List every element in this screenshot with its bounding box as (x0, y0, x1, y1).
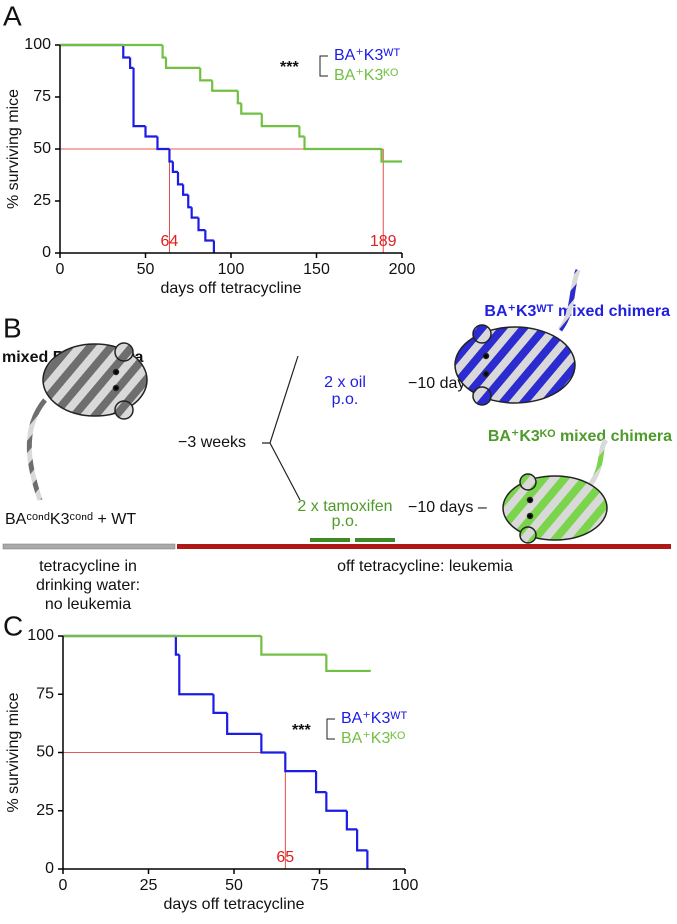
survival-step (164, 57, 201, 69)
x-axis-title: days off tetracycline (160, 280, 301, 297)
survival-step (168, 149, 173, 163)
mouse-icon (26, 342, 148, 501)
y-tick-label: 50 (36, 744, 54, 761)
x-tick-label: 25 (140, 877, 158, 894)
survival-step (284, 752, 317, 773)
significance: *** (280, 59, 299, 76)
survival-step (303, 136, 382, 151)
legend-label: BA⁺K3ᵂᵀ (334, 47, 400, 64)
survival-step (380, 149, 402, 163)
phase-text: no leukemia (45, 596, 131, 613)
dose-bar (355, 538, 395, 542)
survival-step (314, 771, 327, 794)
survival-step (345, 810, 358, 831)
phase-text: drinking water: (36, 577, 140, 594)
ko-chimera: BA⁺K3ᴷᴼ mixed chimera (488, 428, 672, 445)
survival-step (129, 57, 134, 69)
interval: −3 weeks (178, 434, 246, 451)
legend-bracket (326, 718, 335, 740)
phase-text: tetracycline in (39, 558, 137, 575)
mouse-icon (454, 269, 581, 406)
survival-step (226, 712, 262, 735)
y-tick-label: 50 (33, 140, 51, 157)
y-tick-label: 25 (36, 802, 54, 819)
x-tick-label: 50 (225, 877, 243, 894)
x-tick-label: 0 (56, 261, 65, 278)
survival-step (171, 161, 178, 173)
dose-bar (310, 538, 350, 542)
median-label: 189 (370, 233, 397, 250)
oil-route: p.o. (332, 391, 359, 408)
survival-step (212, 694, 228, 714)
legend-label: BA⁺K3ᵂᵀ (341, 710, 407, 727)
y-tick-label: 100 (24, 36, 51, 53)
survival-step (199, 67, 213, 82)
survival-step (187, 194, 192, 209)
x-tick-label: 0 (59, 877, 68, 894)
start-mouse: BAᶜᵒⁿᵈK3ᶜᵒⁿᵈ + WT (5, 511, 136, 528)
survival-step (325, 654, 371, 673)
survival-step (211, 80, 238, 92)
y-tick-label: 25 (33, 192, 51, 209)
survival-step (178, 654, 214, 696)
survival-step (156, 136, 170, 151)
interval: −10 days – (408, 499, 487, 516)
survival-step (260, 113, 300, 128)
median-label: 65 (276, 849, 294, 866)
survival-step (204, 230, 214, 242)
oil-dose: 2 x oil (324, 374, 366, 391)
y-tick-label: 100 (27, 627, 54, 644)
survival-step (356, 829, 368, 852)
survival-step (132, 67, 146, 128)
wt-chimera: BA⁺K3ᵂᵀ mixed chimera (484, 303, 670, 320)
survival-step (236, 90, 242, 105)
survival-step (260, 636, 327, 656)
survival-step (122, 45, 131, 59)
tamoxifen-dose: 2 x tamoxifen (297, 498, 392, 515)
x-tick-label: 100 (392, 877, 419, 894)
survival-step (182, 184, 189, 196)
median-label: 64 (161, 233, 179, 250)
legend-bracket (319, 55, 328, 77)
y-tick-label: 0 (42, 244, 51, 261)
survival-step (240, 103, 262, 115)
significance: *** (292, 722, 311, 739)
legend-label: BA⁺K3ᴷᴼ (341, 730, 405, 747)
survival-step (197, 217, 206, 232)
panel-label: B (3, 312, 22, 343)
survival-step (144, 126, 158, 138)
tamoxifen-route: p.o. (332, 513, 359, 530)
panel-label: C (3, 610, 23, 641)
x-axis-title: days off tetracycline (163, 896, 304, 913)
survival-step (176, 171, 184, 186)
y-tick-label: 0 (45, 860, 54, 877)
x-tick-label: 150 (303, 261, 330, 278)
branch (262, 355, 301, 501)
phase-bar (2, 543, 176, 550)
mouse-icon (502, 438, 609, 544)
survival-step (190, 207, 199, 219)
y-axis-title: % surviving mice (5, 89, 22, 209)
x-tick-label: 100 (218, 261, 245, 278)
y-tick-label: 75 (33, 88, 51, 105)
y-tick-label: 75 (36, 685, 54, 702)
survival-step (325, 792, 347, 812)
x-tick-label: 200 (389, 261, 416, 278)
y-axis-title: % surviving mice (5, 692, 22, 812)
x-tick-label: 50 (137, 261, 155, 278)
x-tick-label: 75 (311, 877, 329, 894)
survival-step (298, 126, 305, 138)
survival-step (260, 733, 286, 754)
phase-text: off tetracycline: leukemia (337, 558, 513, 575)
panel-label: A (3, 0, 22, 31)
survival-step (161, 45, 167, 59)
phase-bar (177, 544, 671, 549)
legend-label: BA⁺K3ᴷᴼ (334, 67, 398, 84)
survival-step (174, 636, 180, 656)
